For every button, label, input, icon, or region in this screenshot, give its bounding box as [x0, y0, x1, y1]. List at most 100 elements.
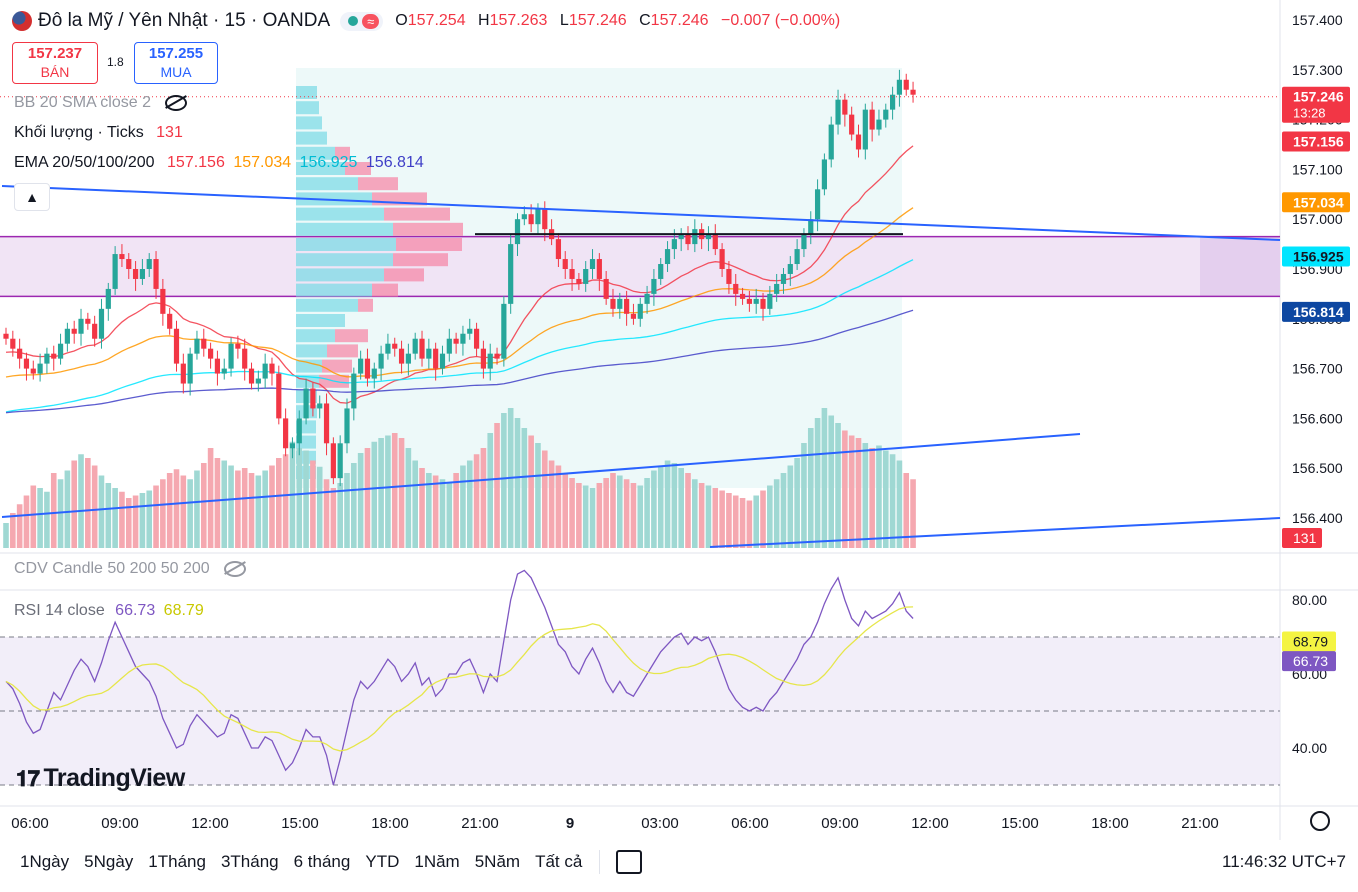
volume-bar: [562, 473, 569, 548]
rsi-label: RSI 14 close: [14, 602, 105, 619]
volume-bar: [848, 435, 855, 548]
volume-bar: [419, 468, 425, 548]
candle-body: [317, 403, 323, 409]
candle-body: [337, 443, 343, 479]
candle-body: [412, 338, 418, 354]
buy-button[interactable]: 157.255 MUA: [134, 42, 218, 84]
candle-body: [330, 443, 336, 479]
volume-value: 131: [156, 124, 183, 141]
volume-bar: [521, 428, 528, 548]
volume-bar: [896, 460, 903, 548]
resistance-zone: [0, 236, 1280, 297]
sell-button[interactable]: 157.237 BÁN: [12, 42, 98, 84]
range-ytd[interactable]: YTD: [365, 852, 400, 871]
candle-body: [221, 368, 227, 374]
candle-body: [385, 343, 391, 354]
market-open-icon: [348, 16, 359, 26]
volume-profile-bar: [296, 177, 358, 191]
candle-body: [392, 343, 398, 349]
volume-bar: [426, 473, 432, 548]
volume-bar: [221, 460, 228, 548]
volume-bar: [44, 491, 50, 548]
market-status[interactable]: ≈: [340, 11, 384, 31]
volume-bar: [787, 465, 794, 548]
legend-volume[interactable]: Khối lượng · Ticks 131: [14, 124, 183, 142]
volume-bar: [548, 460, 555, 548]
rsi-axis-label-text: 66.73: [1293, 653, 1328, 669]
volume-bar: [10, 513, 16, 548]
candle-body: [51, 353, 57, 359]
candle-body: [719, 249, 725, 269]
candle-body: [726, 269, 732, 284]
hidden-eye-icon[interactable]: [224, 560, 247, 577]
legend-cdv[interactable]: CDV Candle 50 200 50 200: [14, 560, 247, 578]
candle-body: [303, 388, 309, 419]
y-tick-label: 156.600: [1292, 410, 1343, 426]
candle-body: [774, 283, 780, 294]
rsi-axis-label: [1282, 651, 1336, 672]
volume-bar: [146, 490, 153, 548]
ema100-value: 156.925: [299, 154, 358, 171]
ema200-value: 156.814: [365, 154, 424, 171]
toolbar-divider: [599, 850, 601, 874]
go-to-date-icon[interactable]: [616, 850, 643, 874]
x-tick-label: 03:00: [641, 815, 679, 832]
volume-profile-bar: [296, 359, 322, 373]
candle-body: [562, 259, 568, 269]
range-1y[interactable]: 1Năm: [414, 852, 460, 871]
volume-bar: [119, 491, 125, 548]
candle-body: [426, 348, 432, 359]
range-5y[interactable]: 5Năm: [474, 852, 521, 871]
range-3m[interactable]: 3Tháng: [220, 852, 279, 871]
volume-bar: [432, 475, 439, 548]
candle-body: [228, 343, 234, 369]
range-1d[interactable]: 1Ngày: [20, 852, 70, 871]
volume-bar: [630, 483, 637, 548]
candle-body: [801, 234, 807, 250]
us-flag-icon: [12, 11, 32, 31]
candle-body: [862, 109, 868, 150]
clock[interactable]: 11:46:32 UTC+7: [1222, 852, 1346, 871]
volume-bar: [753, 495, 759, 548]
range-all[interactable]: Tất cả: [535, 852, 583, 871]
legend-rsi[interactable]: RSI 14 close 66.73 68.79: [14, 602, 204, 620]
volume-bar: [23, 495, 30, 548]
volume-bar: [746, 500, 753, 548]
candle-body: [439, 353, 446, 369]
volume-bar: [180, 475, 187, 548]
volume-bar: [767, 485, 773, 548]
spread-value: 1.8: [107, 55, 124, 69]
range-1m[interactable]: 1Tháng: [148, 852, 206, 871]
candle-body: [167, 313, 173, 329]
range-6m[interactable]: 6 tháng: [293, 852, 351, 871]
volume-bar: [132, 495, 139, 548]
legend-bb[interactable]: BB 20 SMA close 2: [14, 94, 188, 112]
candle-body: [71, 328, 77, 334]
candle-body: [173, 328, 180, 364]
volume-profile-bar: [296, 298, 358, 312]
volume-profile-bar: [296, 283, 372, 297]
candle-body: [753, 298, 759, 304]
volume-bar: [582, 485, 589, 548]
volume-bar: [596, 483, 603, 548]
candle-body: [378, 353, 384, 369]
volume-bar: [882, 450, 889, 548]
price-axis-label-text: 156.814: [1293, 304, 1344, 320]
volume-bar: [807, 428, 814, 548]
volume-bar: [569, 478, 575, 548]
resistance-zone-extension: [1200, 236, 1280, 297]
range-5d[interactable]: 5Ngày: [84, 852, 134, 871]
candle-body: [842, 99, 848, 115]
legend-ema[interactable]: EMA 20/50/100/200 157.156 157.034 156.92…: [14, 154, 424, 172]
tradingview-logo[interactable]: 𝟏𝟕 TradingView: [16, 764, 185, 793]
volume-bar: [255, 475, 262, 548]
symbol-title[interactable]: Đô la Mỹ / Yên Nhật · 15 · OANDA: [38, 10, 331, 31]
candle-body: [624, 298, 630, 314]
settings-gear-icon[interactable]: [1310, 811, 1330, 831]
candle-body: [808, 219, 814, 235]
hidden-eye-icon[interactable]: [165, 94, 188, 111]
ema200-line: [5, 309, 914, 414]
collapse-legend-button[interactable]: ▲: [14, 183, 50, 211]
lower-trendline: [709, 517, 1281, 548]
